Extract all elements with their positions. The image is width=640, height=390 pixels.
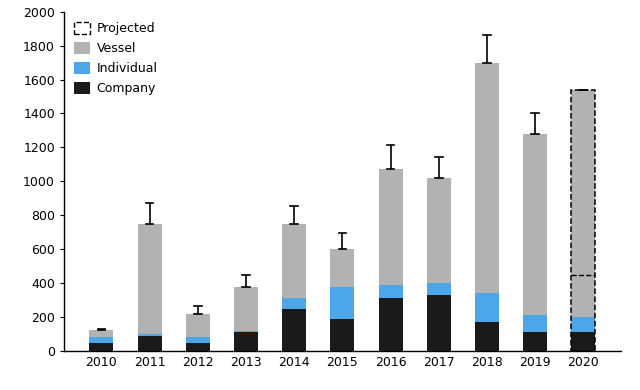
Bar (572, 90, 595, 317)
Bar (330, 319, 355, 351)
Bar (378, 170, 403, 285)
Bar (523, 332, 547, 351)
Bar (186, 314, 210, 337)
Bar (523, 134, 547, 316)
Bar (186, 342, 210, 351)
Legend: Projected, Vessel, Individual, Company: Projected, Vessel, Individual, Company (70, 18, 161, 99)
Bar (523, 316, 547, 332)
Bar (90, 330, 113, 337)
Bar (282, 224, 307, 298)
Bar (330, 249, 355, 287)
Bar (234, 331, 258, 332)
Bar (282, 298, 307, 308)
Bar (330, 287, 355, 319)
Bar (90, 337, 113, 342)
Bar (90, 342, 113, 351)
Bar (186, 337, 210, 342)
Bar (572, 90, 595, 351)
Bar (427, 178, 451, 283)
Bar (475, 322, 499, 351)
Bar (234, 332, 258, 351)
Bar (572, 317, 595, 332)
Bar (378, 285, 403, 298)
Bar (427, 283, 451, 295)
Bar (427, 295, 451, 351)
Bar (475, 293, 499, 322)
Bar (572, 332, 595, 351)
Bar (475, 62, 499, 293)
Bar (138, 334, 162, 336)
Bar (234, 287, 258, 331)
Bar (282, 308, 307, 351)
Bar (138, 336, 162, 351)
Bar (378, 298, 403, 351)
Bar (138, 224, 162, 334)
